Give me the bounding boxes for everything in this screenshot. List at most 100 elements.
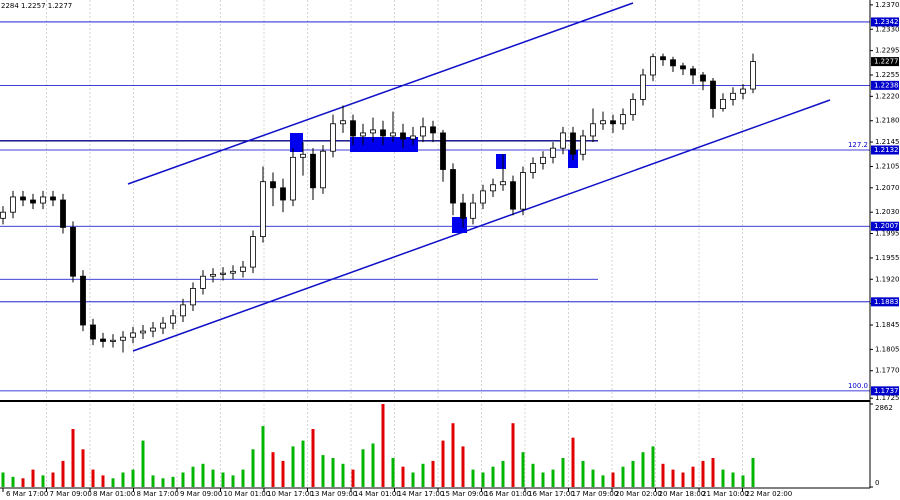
candle-body <box>740 88 746 94</box>
candle-body <box>280 187 286 201</box>
volume-bar <box>701 460 705 487</box>
volume-bar <box>491 466 495 487</box>
candle-body <box>90 324 96 340</box>
volume-bar <box>751 457 755 487</box>
grid <box>46 0 743 488</box>
candle-body <box>240 266 246 272</box>
candle-body <box>560 132 566 149</box>
level-label-box <box>871 80 899 90</box>
candle-body <box>730 92 736 100</box>
candle-body <box>130 332 136 338</box>
candle-body <box>40 196 46 204</box>
volume-bar <box>671 469 675 487</box>
level-label-box <box>871 145 899 155</box>
volume-bar <box>631 460 635 487</box>
candle-body <box>400 132 406 140</box>
candle-body <box>70 227 76 277</box>
x-tick-label: 22 Mar 02:00 <box>746 490 793 498</box>
volume-bar <box>151 475 155 487</box>
x-tick-label: 16 Mar 01:00 <box>485 490 532 498</box>
volume-bar <box>731 472 735 487</box>
candle-body <box>550 147 556 158</box>
volume-bar <box>391 457 395 487</box>
volume-bar <box>611 472 615 487</box>
volume-bar <box>661 463 665 487</box>
volume-bar <box>1 472 5 487</box>
zone <box>452 217 467 233</box>
volume-bar <box>251 449 255 487</box>
volume-tick-label: 0 <box>875 479 879 487</box>
x-tick-label: 6 Mar 17:00 <box>6 490 48 498</box>
volume-bar <box>541 472 545 487</box>
candle-body <box>170 315 176 324</box>
x-tick-label: 8 Mar 01:00 <box>93 490 135 498</box>
candle-body <box>570 132 576 155</box>
volume-bar <box>121 472 125 487</box>
candle-body <box>30 199 36 204</box>
candle-body <box>110 339 116 342</box>
x-tick-label: 17 Mar 09:00 <box>572 490 619 498</box>
zone <box>350 137 418 152</box>
volume-bar <box>21 478 25 487</box>
candle-body <box>230 270 236 274</box>
candle-body <box>10 196 16 213</box>
candle-body <box>180 304 186 317</box>
volume-bar <box>301 440 305 487</box>
volume <box>1 404 755 487</box>
candle-body <box>350 120 356 137</box>
candle-body <box>210 273 216 277</box>
volume-tick-label: 2862 <box>875 404 893 412</box>
candle-body <box>0 211 6 219</box>
y-tick-label: 1.1995 <box>875 230 900 238</box>
volume-bar <box>571 437 575 487</box>
volume-bar <box>211 469 215 487</box>
x-tick-label: 13 Mar 09:00 <box>311 490 358 498</box>
x-tick-label: 9 Mar 09:00 <box>180 490 222 498</box>
candle-body <box>540 156 546 164</box>
candle-body <box>360 132 366 137</box>
candle-body <box>370 129 376 134</box>
candle-body <box>510 181 516 210</box>
level-label: 1.2132 <box>874 146 899 154</box>
candle-body <box>160 322 166 329</box>
fib-label: 127.2 <box>848 141 868 149</box>
volume-bar <box>141 440 145 487</box>
x-tick-label: 10 Mar 01:00 <box>224 490 271 498</box>
candle-body <box>670 59 676 67</box>
volume-bar <box>241 469 245 487</box>
volume-bar <box>431 460 435 487</box>
volume-bar <box>641 452 645 487</box>
x-tick-label: 14 Mar 01:00 <box>354 490 401 498</box>
volume-bar <box>81 449 85 487</box>
zone <box>290 133 303 152</box>
candle-body <box>680 65 686 70</box>
volume-bar <box>291 446 295 487</box>
candle-body <box>700 74 706 82</box>
volume-bar <box>341 463 345 487</box>
y-tick-label: 1.2330 <box>875 25 900 33</box>
y-tick-label: 1.2180 <box>875 117 900 125</box>
candle-body <box>720 98 726 109</box>
candle-body <box>490 184 496 192</box>
candle-body <box>650 56 656 76</box>
volume-bar <box>651 446 655 487</box>
volume-bar <box>561 457 565 487</box>
candle-body <box>450 169 456 204</box>
y-tick-label: 1.2105 <box>875 162 900 170</box>
candle-body <box>200 275 206 289</box>
candle-body <box>20 196 26 201</box>
volume-bar <box>41 475 45 487</box>
y-tick-label: 1.1770 <box>875 367 900 375</box>
volume-bar <box>451 423 455 487</box>
y-tick-label: 1.2370 <box>875 1 900 9</box>
volume-bar <box>361 449 365 487</box>
fib-label: 100.0 <box>848 382 868 390</box>
x-tick-label: 20 Mar 18:00 <box>659 490 706 498</box>
candle-body <box>250 236 256 268</box>
volume-bar <box>691 466 695 487</box>
volume-bar <box>131 469 135 487</box>
candle-body <box>430 126 436 134</box>
y-tick-label: 1.1805 <box>875 345 900 353</box>
